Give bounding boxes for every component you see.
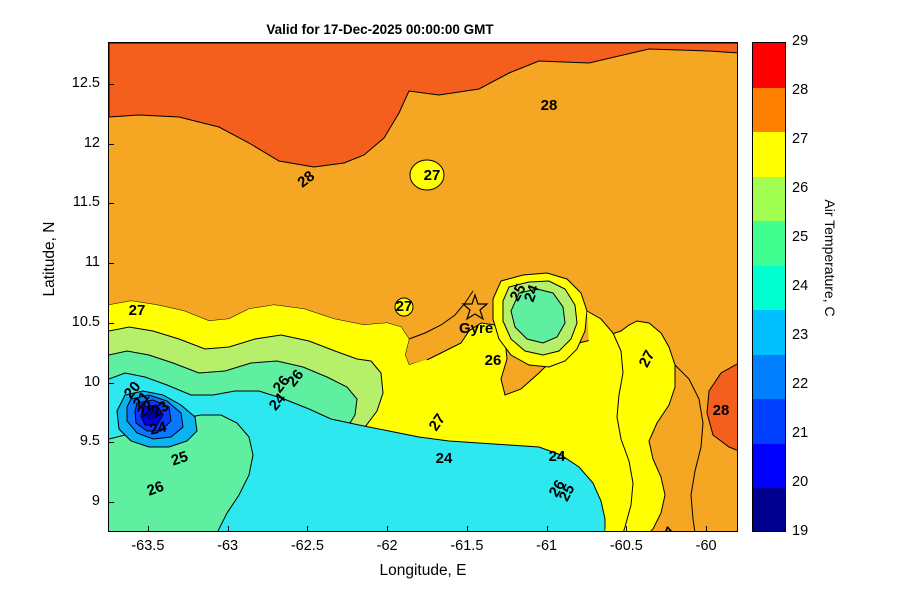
colorbar-tick-label: 19 bbox=[792, 523, 809, 539]
x-tick-label: -62.5 bbox=[290, 538, 324, 554]
y-tick-label: 10.5 bbox=[71, 313, 100, 330]
y-tick-mark bbox=[108, 502, 114, 504]
svg-text:24: 24 bbox=[148, 418, 168, 438]
y-tick-label: 10 bbox=[83, 373, 100, 390]
x-tick-label: -61.5 bbox=[450, 538, 484, 554]
gyre-label: Gyre bbox=[459, 320, 493, 337]
contour-labels: 28 28 27 27 27 27 27 27 28 26 26 26 26 2… bbox=[121, 97, 730, 532]
x-tick-mark bbox=[626, 526, 628, 532]
contour-field: Gyre 28 28 27 27 27 27 27 27 28 26 26 26… bbox=[109, 43, 737, 532]
y-tick-mark bbox=[108, 203, 114, 205]
y-tick-label: 9 bbox=[91, 493, 100, 510]
svg-text:27: 27 bbox=[636, 348, 659, 371]
y-tick-mark bbox=[108, 322, 114, 324]
region-24-cell-east bbox=[511, 289, 565, 343]
region-cold-core bbox=[146, 410, 157, 421]
region-26-inner-edge bbox=[109, 301, 427, 389]
colorbar-segment bbox=[753, 221, 785, 266]
svg-text:23: 23 bbox=[149, 398, 172, 421]
colorbar bbox=[752, 42, 786, 532]
colorbar-segment bbox=[753, 354, 785, 400]
svg-text:26: 26 bbox=[270, 372, 294, 396]
region-27-cell-mid bbox=[394, 297, 414, 317]
svg-text:28: 28 bbox=[294, 168, 318, 192]
svg-text:26: 26 bbox=[145, 478, 166, 500]
x-tick-mark bbox=[466, 526, 468, 532]
y-tick-label: 11 bbox=[84, 254, 100, 271]
x-tick-mark bbox=[227, 526, 229, 532]
x-tick-label: -62 bbox=[376, 538, 398, 554]
x-tick-mark bbox=[546, 526, 548, 532]
region-23-cyan bbox=[109, 373, 605, 531]
svg-text:27: 27 bbox=[659, 525, 681, 532]
colorbar-tick-label: 23 bbox=[792, 327, 809, 343]
y-tick-label: 9.5 bbox=[79, 433, 100, 450]
colorbar-segment bbox=[753, 132, 785, 177]
svg-text:25: 25 bbox=[507, 281, 530, 304]
x-tick-label: -63.5 bbox=[131, 538, 165, 554]
x-tick-label: -63 bbox=[217, 538, 239, 554]
y-tick-label: 12 bbox=[83, 134, 100, 151]
x-axis-title: Longitude, E bbox=[379, 562, 467, 579]
colorbar-segment bbox=[753, 443, 785, 489]
colorbar-tick-label: 22 bbox=[792, 376, 809, 392]
colorbar-tick-label: 21 bbox=[792, 425, 809, 441]
colorbar-segment bbox=[753, 399, 785, 444]
y-tick-mark bbox=[108, 143, 114, 145]
svg-text:27: 27 bbox=[426, 411, 449, 434]
x-tick-mark bbox=[387, 526, 389, 532]
gyre-marker bbox=[461, 293, 489, 321]
colorbar-segment bbox=[753, 265, 785, 311]
svg-text:28: 28 bbox=[541, 97, 558, 114]
y-tick-mark bbox=[108, 382, 114, 384]
colorbar-segment bbox=[753, 43, 785, 88]
svg-text:27: 27 bbox=[396, 298, 413, 315]
colorbar-tick-label: 28 bbox=[792, 82, 809, 98]
colorbar-segment bbox=[753, 310, 785, 355]
colorbar-tick-label: 27 bbox=[792, 131, 809, 147]
svg-text:24: 24 bbox=[549, 448, 566, 465]
colorbar-tick-label: 24 bbox=[792, 278, 809, 294]
y-tick-mark bbox=[108, 83, 114, 85]
x-tick-label: -61 bbox=[536, 538, 558, 554]
contour-plot: Gyre 28 28 27 27 27 27 27 27 28 26 26 26… bbox=[108, 42, 738, 532]
y-tick-label: 12.5 bbox=[71, 74, 100, 91]
colorbar-tick-label: 20 bbox=[792, 474, 809, 490]
region-27-cell-north bbox=[409, 159, 445, 191]
colorbar-tick-label: 29 bbox=[792, 33, 809, 49]
svg-text:27: 27 bbox=[129, 302, 146, 319]
y-tick-mark bbox=[108, 442, 114, 444]
region-26-band-southeast bbox=[583, 311, 633, 531]
svg-text:24: 24 bbox=[521, 282, 543, 304]
region-28-north bbox=[109, 43, 737, 167]
svg-text:24: 24 bbox=[436, 450, 453, 467]
page-title: Valid for 17-Dec-2025 00:00:00 GMT bbox=[266, 22, 494, 37]
svg-text:26: 26 bbox=[546, 477, 569, 500]
svg-text:27: 27 bbox=[424, 167, 441, 184]
colorbar-title: Air Temperature, C bbox=[822, 199, 838, 317]
svg-text:25: 25 bbox=[556, 482, 579, 505]
x-tick-label: -60 bbox=[695, 538, 717, 554]
y-axis-title: Latitude, N bbox=[41, 221, 58, 297]
svg-text:26: 26 bbox=[485, 352, 502, 369]
colorbar-segment bbox=[753, 176, 785, 222]
colorbar-segment bbox=[753, 87, 785, 133]
y-tick-label: 11.5 bbox=[72, 194, 100, 211]
x-tick-mark bbox=[307, 526, 309, 532]
x-tick-mark bbox=[706, 526, 708, 532]
x-tick-label: -60.5 bbox=[609, 538, 643, 554]
svg-text:26: 26 bbox=[284, 366, 308, 390]
colorbar-tick-label: 25 bbox=[792, 229, 809, 245]
y-tick-mark bbox=[108, 263, 114, 265]
svg-text:28: 28 bbox=[713, 402, 730, 419]
colorbar-tick-label: 26 bbox=[792, 180, 809, 196]
colorbar-segment bbox=[753, 488, 785, 531]
svg-text:25: 25 bbox=[169, 448, 190, 469]
x-tick-mark bbox=[147, 526, 149, 532]
region-28-southeast bbox=[706, 363, 737, 451]
